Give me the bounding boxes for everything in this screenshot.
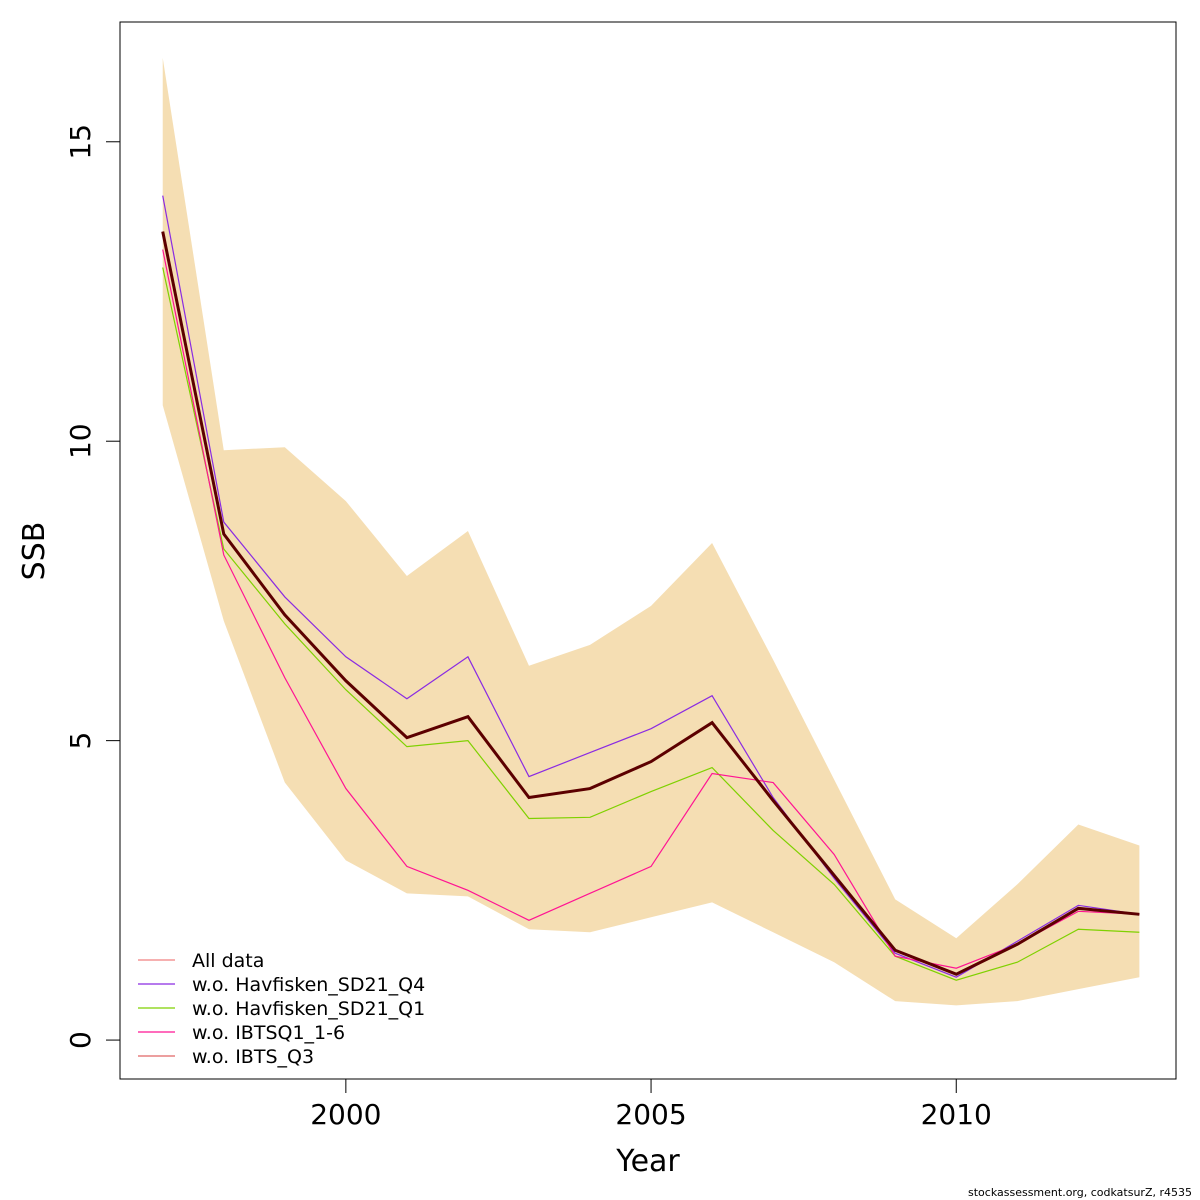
main-estimate-line [161, 231, 1140, 976]
legend-item: w.o. IBTSQ1_1-6 [138, 1022, 345, 1044]
legend-item: All data [138, 950, 264, 972]
legend-item: w.o. Havfisken_SD21_Q4 [138, 974, 425, 996]
series-line-2 [162, 267, 1140, 981]
credit-text: stockassessment.org, codkatsurZ, r4535 [968, 1186, 1192, 1199]
y-tick-label: 15 [64, 124, 97, 160]
x-axis-title: Year [615, 1144, 680, 1179]
confidence-band-layer [162, 57, 1140, 1006]
legend-label: w.o. IBTS_Q3 [192, 1046, 314, 1068]
legend-label: w.o. Havfisken_SD21_Q1 [192, 998, 425, 1020]
confidence-band [162, 57, 1140, 1006]
y-tick-label: 5 [64, 732, 97, 750]
x-tick-label: 2000 [310, 1098, 381, 1131]
series-line-3 [162, 249, 1140, 969]
legend-label: All data [192, 950, 264, 972]
legend-item: w.o. IBTS_Q3 [138, 1046, 314, 1068]
x-axis: 2000 2005 2010 [310, 1078, 992, 1131]
legend-label: w.o. Havfisken_SD21_Q4 [192, 974, 425, 996]
y-axis-title: SSB [17, 522, 52, 581]
main-line-layer [161, 231, 1140, 976]
legend-item: w.o. Havfisken_SD21_Q1 [138, 998, 425, 1020]
x-tick-label: 2005 [615, 1098, 686, 1131]
y-axis: 0 5 10 15 [64, 124, 121, 1049]
legend-label: w.o. IBTSQ1_1-6 [192, 1022, 345, 1044]
y-tick-label: 10 [64, 423, 97, 459]
x-tick-label: 2010 [921, 1098, 992, 1131]
y-tick-label: 0 [64, 1031, 97, 1049]
